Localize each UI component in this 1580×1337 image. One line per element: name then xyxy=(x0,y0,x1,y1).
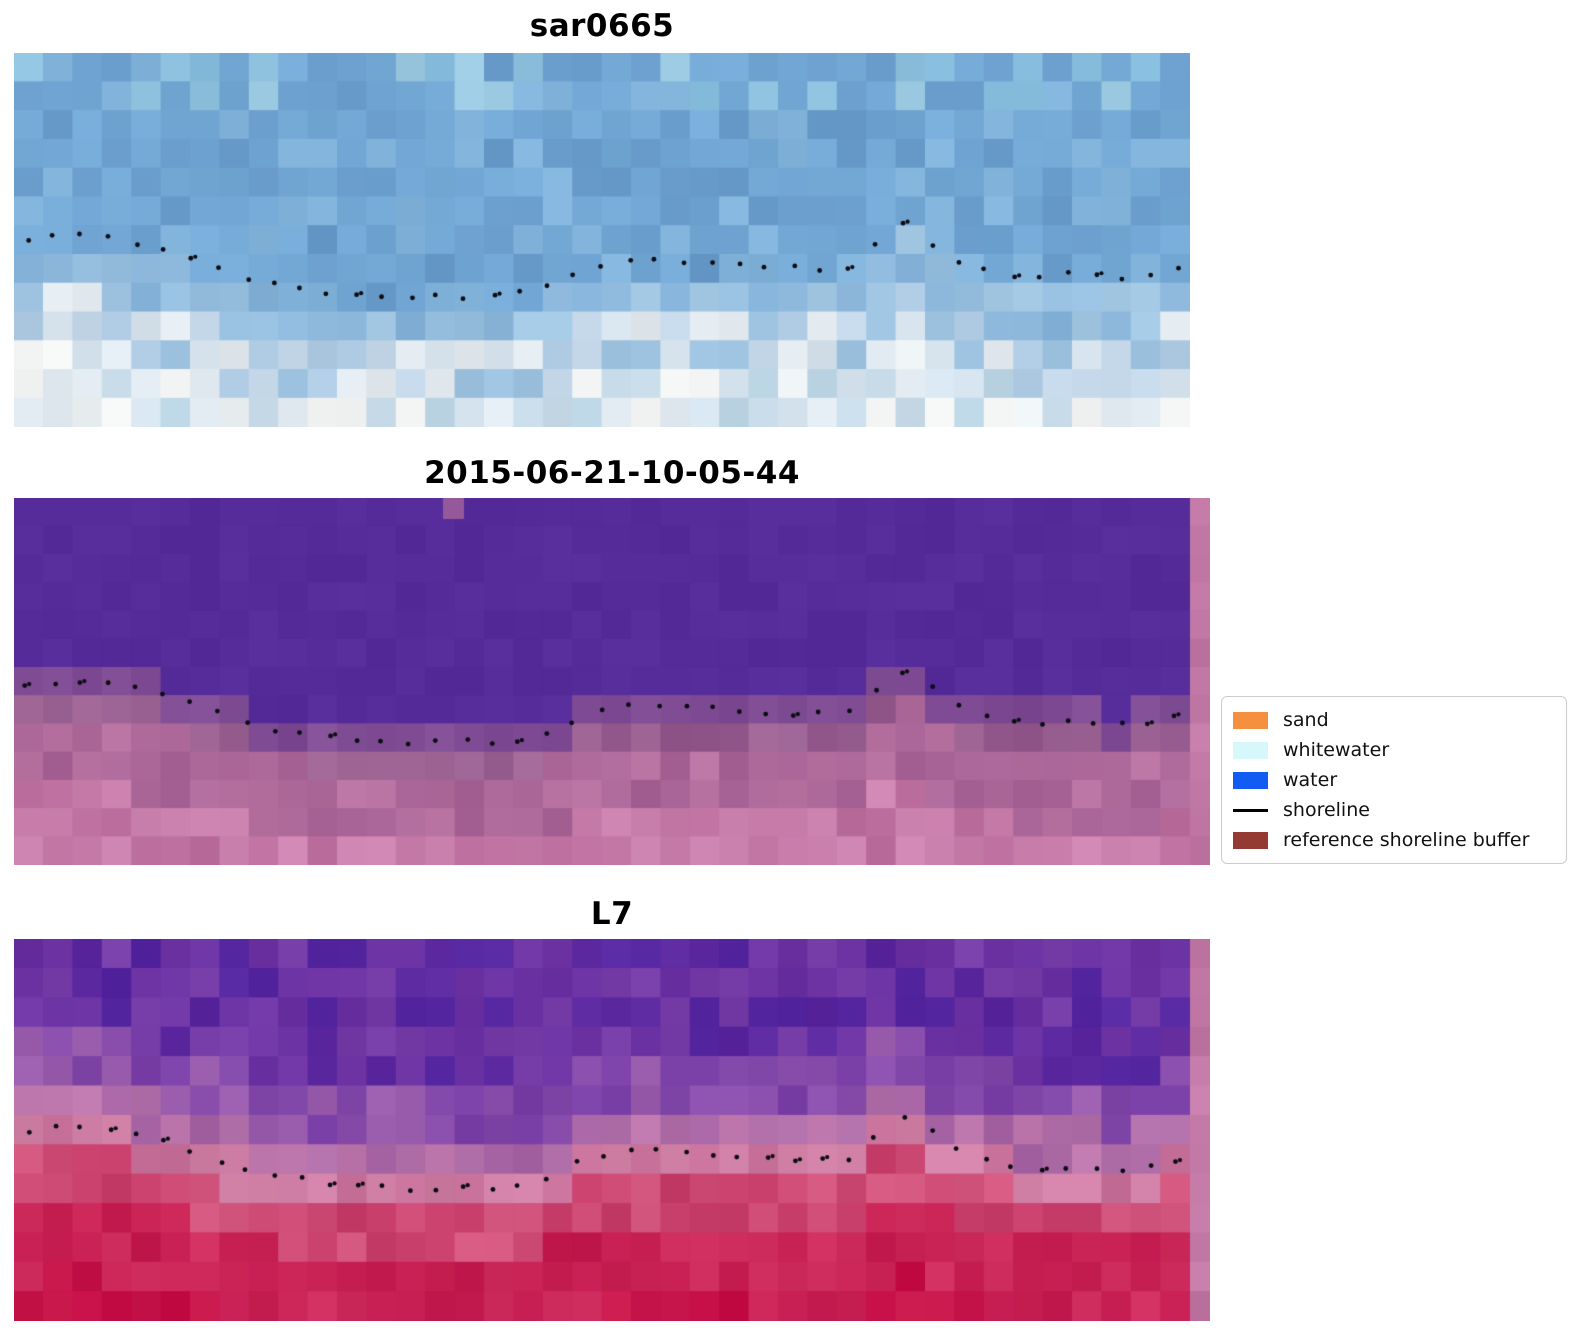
legend-item-whitewater: whitewater xyxy=(1233,735,1555,765)
reference-buffer-swatch-icon xyxy=(1233,831,1268,849)
legend-label-reference-shoreline-buffer: reference shoreline buffer xyxy=(1283,829,1530,851)
panel-title-classified-date: 2015-06-21-10-05-44 xyxy=(424,455,800,491)
legend-label-sand: sand xyxy=(1283,709,1329,731)
legend-item-water: water xyxy=(1233,765,1555,795)
whitewater-swatch-icon xyxy=(1233,741,1268,759)
legend-label-shoreline: shoreline xyxy=(1283,799,1370,821)
shoreline-line-icon xyxy=(1233,808,1268,812)
l7-image-panel xyxy=(14,939,1210,1321)
legend: sand whitewater water shoreline referenc… xyxy=(1221,696,1567,864)
sand-swatch-icon xyxy=(1233,711,1268,729)
water-swatch-icon xyxy=(1233,771,1268,789)
legend-item-shoreline: shoreline xyxy=(1233,795,1555,825)
sar-image-panel xyxy=(14,53,1190,427)
legend-item-sand: sand xyxy=(1233,705,1555,735)
panel-title-l7: L7 xyxy=(590,896,634,932)
legend-label-whitewater: whitewater xyxy=(1283,739,1390,761)
classified-image-panel xyxy=(14,498,1210,865)
legend-item-reference-shoreline-buffer: reference shoreline buffer xyxy=(1233,825,1555,855)
panel-title-sar: sar0665 xyxy=(529,8,675,44)
legend-label-water: water xyxy=(1283,769,1338,791)
